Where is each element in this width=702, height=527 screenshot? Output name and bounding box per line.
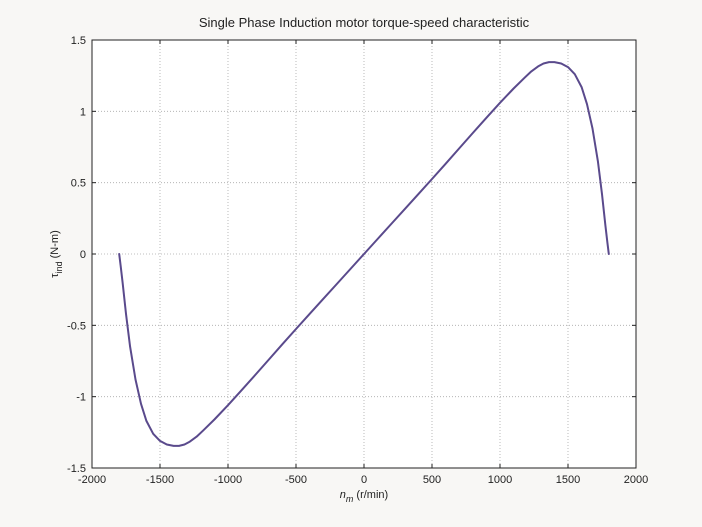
y-tick-labels: -1.5 -1 -0.5 0 0.5 1 1.5 <box>67 35 86 475</box>
y-axis-label-sub: ind <box>54 261 64 273</box>
x-tick-labels: -2000 -1500 -1000 -500 0 500 1000 1500 2000 <box>78 474 648 486</box>
y-axis-label-main: τ <box>49 273 61 278</box>
x-tick-label: -2000 <box>78 474 106 486</box>
axes-box <box>91 39 637 469</box>
y-tick-label: -0.5 <box>67 320 86 332</box>
y-axis-label: τind (N-m) <box>49 230 64 277</box>
x-tick-label: -1000 <box>214 474 242 486</box>
y-tick-label: 1 <box>80 106 86 118</box>
y-tick-label: -1 <box>76 392 86 404</box>
y-tick-label: 1.5 <box>71 35 86 47</box>
y-tick-label: 0 <box>80 249 86 261</box>
x-tick-label: 1500 <box>556 474 580 486</box>
x-tick-label: -500 <box>285 474 307 486</box>
x-tick-label: 0 <box>361 474 367 486</box>
y-axis-label-unit: (N-m) <box>49 230 61 258</box>
x-tick-label: 1000 <box>488 474 512 486</box>
x-axis-label: nm (r/min) <box>340 489 388 504</box>
x-axis-label-sub: m <box>346 494 354 504</box>
x-tick-label: -1500 <box>146 474 174 486</box>
x-axis-label-unit: (r/min) <box>356 489 388 501</box>
x-axis-label-main: n <box>340 489 346 501</box>
torque-speed-curve <box>118 61 610 447</box>
grid-lines <box>92 40 636 468</box>
x-tick-label: 500 <box>423 474 441 486</box>
y-tick-label: -1.5 <box>67 463 86 475</box>
chart-title: Single Phase Induction motor torque-spee… <box>199 15 530 30</box>
x-tick-label: 2000 <box>624 474 648 486</box>
y-tick-label: 0.5 <box>71 178 86 190</box>
